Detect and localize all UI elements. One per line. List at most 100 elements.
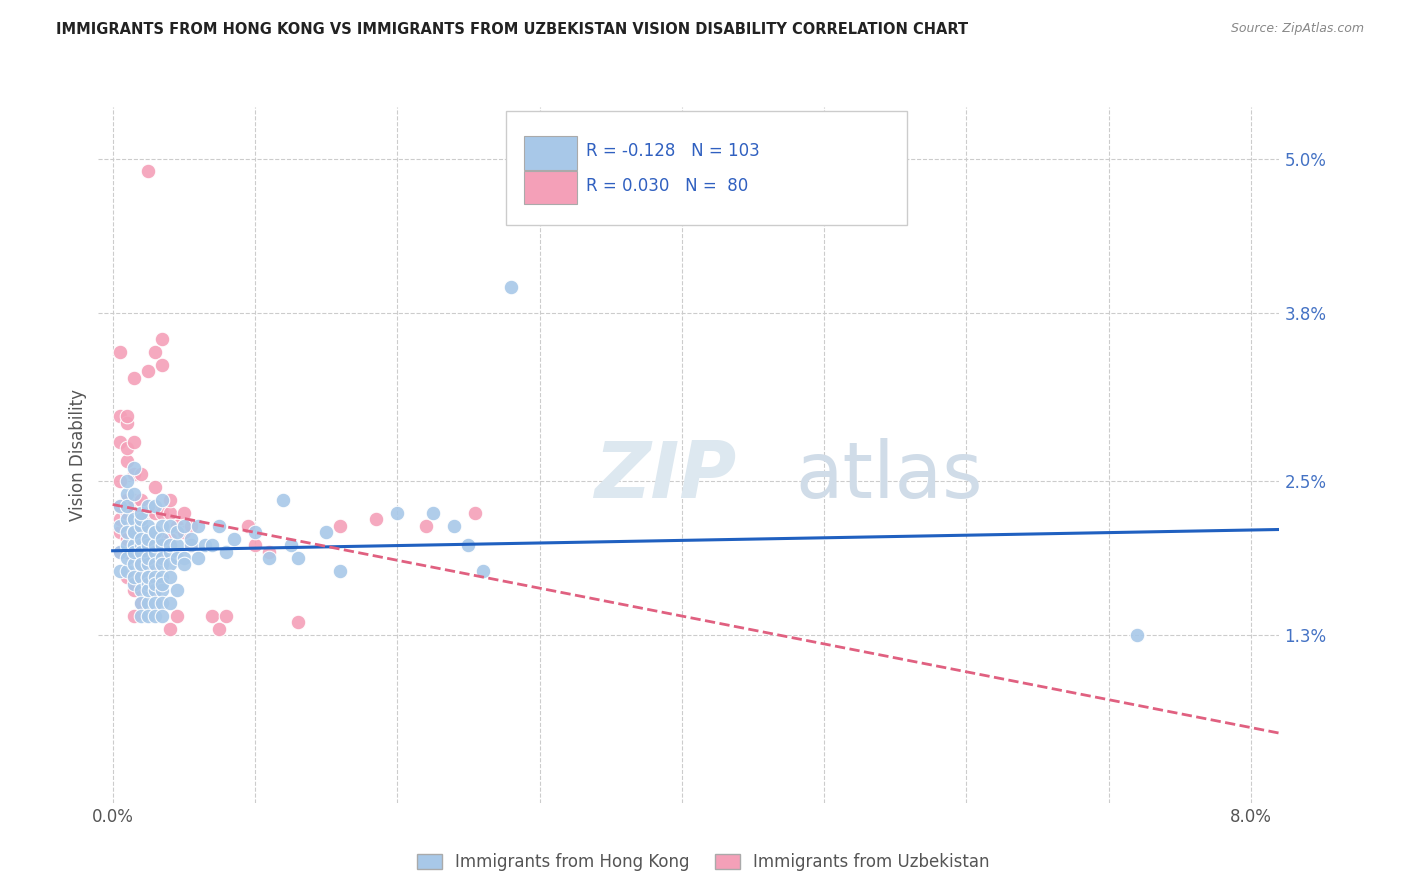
Point: [122, 544, 145, 558]
Point: [143, 506, 166, 520]
Point: [143, 538, 166, 552]
Point: [122, 460, 145, 475]
Point: [273, 493, 295, 508]
Legend: Immigrants from Hong Kong, Immigrants from Uzbekistan: Immigrants from Hong Kong, Immigrants fr…: [408, 845, 998, 880]
Point: [136, 532, 159, 546]
Point: [152, 518, 174, 533]
Point: [108, 544, 131, 558]
Point: [136, 518, 159, 533]
Point: [136, 576, 159, 591]
Point: [143, 609, 166, 624]
Point: [173, 518, 195, 533]
Point: [143, 576, 166, 591]
Point: [129, 512, 152, 526]
FancyBboxPatch shape: [523, 171, 576, 204]
Point: [187, 551, 209, 566]
Point: [136, 609, 159, 624]
Point: [115, 544, 138, 558]
Point: [152, 532, 174, 546]
Point: [159, 596, 181, 610]
Point: [166, 525, 188, 540]
Point: [136, 551, 159, 566]
Point: [108, 500, 131, 514]
Point: [159, 570, 181, 584]
Point: [108, 512, 131, 526]
Point: [187, 518, 209, 533]
Point: [122, 493, 145, 508]
Point: [115, 551, 138, 566]
Point: [115, 525, 138, 540]
Point: [136, 596, 159, 610]
Point: [159, 558, 181, 572]
Point: [329, 518, 352, 533]
Point: [115, 506, 138, 520]
Point: [122, 558, 145, 572]
Point: [129, 583, 152, 598]
Point: [287, 615, 309, 630]
Point: [152, 576, 174, 591]
Point: [422, 506, 444, 520]
Point: [143, 570, 166, 584]
Point: [180, 532, 202, 546]
Point: [464, 506, 486, 520]
Point: [115, 518, 138, 533]
Point: [129, 493, 152, 508]
Point: [159, 538, 181, 552]
Point: [115, 570, 138, 584]
Point: [329, 564, 352, 578]
Text: R = -0.128   N = 103: R = -0.128 N = 103: [586, 142, 759, 160]
Point: [108, 564, 131, 578]
Point: [243, 538, 266, 552]
Point: [115, 564, 138, 578]
Text: R = 0.030   N =  80: R = 0.030 N = 80: [586, 177, 748, 194]
Point: [115, 454, 138, 468]
Point: [152, 538, 174, 552]
Point: [122, 583, 145, 598]
Point: [215, 609, 238, 624]
Point: [457, 538, 479, 552]
Point: [166, 518, 188, 533]
Point: [129, 518, 152, 533]
Point: [108, 435, 131, 450]
FancyBboxPatch shape: [506, 111, 907, 226]
Point: [143, 500, 166, 514]
Point: [222, 532, 245, 546]
Point: [152, 583, 174, 598]
Point: [108, 544, 131, 558]
Point: [152, 551, 174, 566]
Point: [152, 570, 174, 584]
Point: [129, 506, 152, 520]
Point: [136, 532, 159, 546]
Point: [152, 332, 174, 346]
Point: [152, 544, 174, 558]
Point: [122, 576, 145, 591]
Point: [122, 538, 145, 552]
Point: [143, 525, 166, 540]
Point: [143, 532, 166, 546]
Point: [364, 512, 387, 526]
Point: [152, 506, 174, 520]
Point: [122, 570, 145, 584]
Point: [115, 416, 138, 430]
Point: [129, 596, 152, 610]
Point: [143, 344, 166, 359]
FancyBboxPatch shape: [523, 136, 576, 169]
Point: [136, 364, 159, 378]
Point: [136, 506, 159, 520]
Point: [122, 609, 145, 624]
Point: [129, 596, 152, 610]
Point: [108, 344, 131, 359]
Point: [152, 493, 174, 508]
Point: [443, 518, 465, 533]
Y-axis label: Vision Disability: Vision Disability: [69, 389, 87, 521]
Text: Source: ZipAtlas.com: Source: ZipAtlas.com: [1230, 22, 1364, 36]
Point: [115, 538, 138, 552]
Text: atlas: atlas: [796, 438, 983, 514]
Point: [215, 544, 238, 558]
Text: IMMIGRANTS FROM HONG KONG VS IMMIGRANTS FROM UZBEKISTAN VISION DISABILITY CORREL: IMMIGRANTS FROM HONG KONG VS IMMIGRANTS …: [56, 22, 969, 37]
Point: [122, 506, 145, 520]
Point: [122, 525, 145, 540]
Point: [129, 467, 152, 482]
Point: [115, 512, 138, 526]
Point: [152, 596, 174, 610]
